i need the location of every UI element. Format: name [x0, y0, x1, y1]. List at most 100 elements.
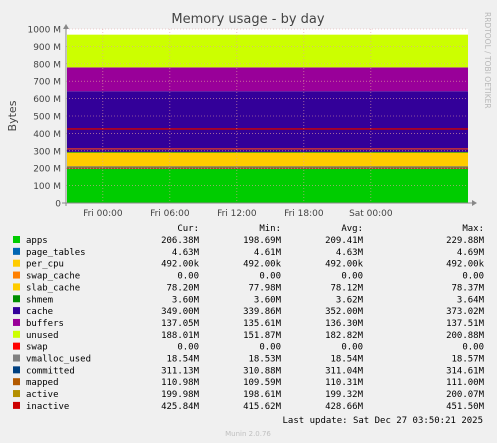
- stacked-areas: [67, 34, 468, 203]
- legend-avg: 4.63M: [336, 248, 364, 258]
- legend-swatch: [13, 378, 20, 386]
- legend-row: page_tables 4.63M 4.61M 4.63M 4.69M: [13, 247, 485, 258]
- legend-avg: 136.30M: [325, 319, 364, 329]
- legend-max: 78.37M: [451, 283, 484, 293]
- legend-row: active 199.98M 198.61M 199.32M 200.07M: [13, 390, 485, 400]
- y-tick-label: 900 M: [33, 43, 61, 53]
- grid-lines: [66, 28, 468, 203]
- legend-row: mapped 110.98M 109.59M 110.31M 111.00M: [13, 378, 485, 388]
- legend-min: 492.00k: [243, 260, 282, 270]
- legend-cur: 3.60M: [172, 295, 200, 305]
- header-min: Min:: [259, 224, 281, 234]
- legend-avg: 352.00M: [325, 307, 364, 317]
- legend-max: 0.00: [462, 343, 484, 353]
- legend-name: vmalloc_used: [26, 355, 91, 365]
- area-shmem: [67, 151, 468, 153]
- header-cur: Cur:: [177, 224, 199, 234]
- legend-max: 3.64M: [457, 295, 485, 305]
- legend-swatch: [13, 236, 20, 243]
- y-tick-label: 1000 M: [27, 26, 61, 36]
- y-tick-label: 500 M: [33, 113, 61, 123]
- legend-row: committed 311.13M 310.88M 311.04M 314.61M: [13, 366, 485, 376]
- area-buffers: [67, 67, 468, 92]
- legend-swatch: [13, 259, 20, 267]
- legend-min: 135.61M: [243, 319, 282, 329]
- y-tick-label: 0: [55, 200, 61, 210]
- legend-avg: 209.41M: [325, 236, 364, 246]
- legend-max: 111.00M: [446, 378, 485, 388]
- x-tick-label: Fri 12:00: [217, 209, 257, 219]
- y-tick-label: 200 M: [33, 165, 61, 175]
- legend-avg: 18.54M: [330, 355, 363, 365]
- legend-swatch: [13, 271, 20, 279]
- legend-cur: 492.00k: [161, 260, 200, 270]
- legend-min: 77.98M: [248, 283, 281, 293]
- legend-name: unused: [26, 331, 59, 341]
- legend-name: swap_cache: [26, 272, 80, 282]
- legend-name: slab_cache: [26, 283, 80, 293]
- x-tick-label: Fri 00:00: [83, 209, 123, 219]
- legend-row: swap 0.00 0.00 0.00 0.00: [13, 342, 484, 353]
- legend-avg: 182.82M: [325, 331, 364, 341]
- y-axis-arrow: [63, 24, 69, 29]
- legend-cur: 425.84M: [161, 402, 200, 412]
- x-axis-ticks: Fri 00:00 Fri 06:00 Fri 12:00 Fri 18:00 Sat …: [83, 209, 393, 219]
- legend-max: 373.02M: [446, 307, 485, 317]
- x-tick-label: Sat 00:00: [349, 209, 393, 219]
- legend-cur: 18.54M: [166, 355, 199, 365]
- area-unused: [67, 34, 468, 68]
- legend-swatch: [13, 283, 20, 291]
- legend-name: inactive: [26, 402, 69, 412]
- legend-swatch: [13, 318, 20, 326]
- legend-cur: 349.00M: [161, 307, 200, 317]
- legend-min: 3.60M: [254, 295, 282, 305]
- legend-max: 137.51M: [446, 319, 485, 329]
- legend-cur: 199.98M: [161, 390, 200, 400]
- legend-name: buffers: [26, 319, 64, 329]
- x-tick-label: Fri 18:00: [284, 209, 324, 219]
- legend-cur: 0.00: [177, 343, 199, 353]
- y-tick-label: 400 M: [33, 130, 61, 140]
- legend-cur: 4.63M: [172, 248, 200, 258]
- legend-max: 229.88M: [446, 236, 485, 246]
- legend-swatch: [13, 330, 20, 338]
- footer: Munin 2.0.76: [225, 430, 271, 438]
- legend-name: active: [26, 390, 59, 400]
- y-axis-label: Bytes: [6, 100, 19, 131]
- legend-swatch: [13, 366, 20, 374]
- legend-name: page_tables: [26, 248, 86, 258]
- legend-row: swap_cache 0.00 0.00 0.00 0.00: [13, 271, 484, 282]
- legend-max: 200.07M: [446, 390, 485, 400]
- legend-name: mapped: [26, 378, 59, 388]
- legend-avg: 78.12M: [330, 283, 363, 293]
- x-axis-arrow: [472, 200, 477, 206]
- legend-swatch: [13, 295, 20, 303]
- area-slab_cache: [67, 152, 468, 167]
- legend-avg: 110.31M: [325, 378, 364, 388]
- legend-row: per_cpu 492.00k 492.00k 492.00k 492.00k: [13, 259, 485, 270]
- legend-min: 18.53M: [248, 355, 281, 365]
- legend-cur: 137.05M: [161, 319, 200, 329]
- area-cache: [67, 91, 468, 152]
- legend-max: 314.61M: [446, 366, 485, 376]
- legend-min: 4.61M: [254, 248, 282, 258]
- legend-name: committed: [26, 366, 75, 376]
- legend-min: 310.88M: [243, 366, 282, 376]
- legend-cur: 311.13M: [161, 366, 200, 376]
- legend-avg: 311.04M: [325, 366, 364, 376]
- legend-headers: Cur: Min: Avg: Max:: [177, 224, 484, 234]
- legend-avg: 492.00k: [325, 260, 364, 270]
- legend-avg: 3.62M: [336, 295, 364, 305]
- y-tick-label: 600 M: [33, 95, 61, 105]
- legend-swatch: [13, 307, 20, 315]
- y-tick-label: 700 M: [33, 78, 61, 88]
- header-max: Max:: [462, 224, 484, 234]
- legend-min: 339.86M: [243, 307, 282, 317]
- legend-max: 492.00k: [446, 260, 485, 270]
- legend-row: cache 349.00M 339.86M 352.00M 373.02M: [13, 307, 485, 317]
- legend-min: 151.87M: [243, 331, 282, 341]
- legend-cur: 188.01M: [161, 331, 200, 341]
- side-label: RRDTOOL / TOBI OETIKER: [483, 12, 492, 109]
- legend-max: 0.00: [462, 272, 484, 282]
- area-per_cpu: [67, 166, 468, 167]
